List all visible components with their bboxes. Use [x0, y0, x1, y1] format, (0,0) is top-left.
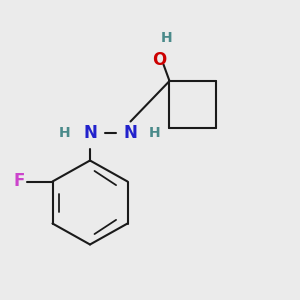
Text: N: N [83, 124, 97, 142]
Text: F: F [14, 172, 25, 190]
Text: H: H [161, 31, 172, 44]
Text: H: H [149, 127, 160, 140]
Text: O: O [152, 51, 166, 69]
Text: N: N [124, 124, 137, 142]
Text: H: H [59, 127, 70, 140]
